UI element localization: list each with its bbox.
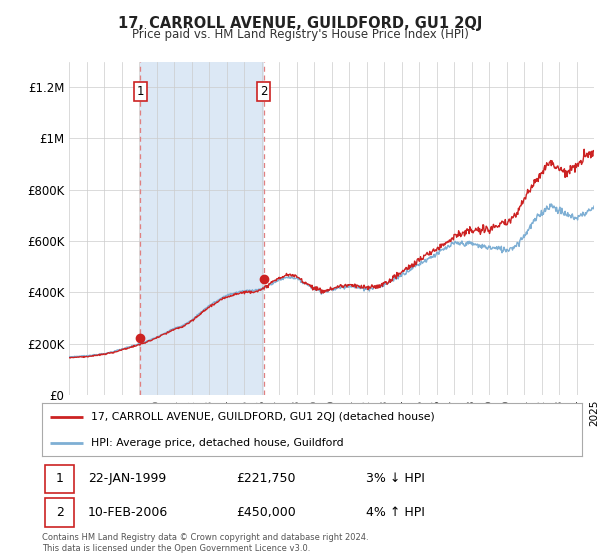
FancyBboxPatch shape <box>45 498 74 526</box>
Text: 10-FEB-2006: 10-FEB-2006 <box>88 506 168 519</box>
Text: Contains HM Land Registry data © Crown copyright and database right 2024.
This d: Contains HM Land Registry data © Crown c… <box>42 533 368 553</box>
Text: 2: 2 <box>56 506 64 519</box>
Text: 4% ↑ HPI: 4% ↑ HPI <box>366 506 425 519</box>
Text: £221,750: £221,750 <box>236 472 296 486</box>
Text: 1: 1 <box>56 472 64 486</box>
FancyBboxPatch shape <box>45 465 74 493</box>
Text: 2: 2 <box>260 85 268 97</box>
Text: £450,000: £450,000 <box>236 506 296 519</box>
Text: 1: 1 <box>137 85 144 97</box>
Text: HPI: Average price, detached house, Guildford: HPI: Average price, detached house, Guil… <box>91 437 343 447</box>
Text: Price paid vs. HM Land Registry's House Price Index (HPI): Price paid vs. HM Land Registry's House … <box>131 28 469 41</box>
Text: 3% ↓ HPI: 3% ↓ HPI <box>366 472 425 486</box>
Text: 17, CARROLL AVENUE, GUILDFORD, GU1 2QJ (detached house): 17, CARROLL AVENUE, GUILDFORD, GU1 2QJ (… <box>91 412 434 422</box>
Text: 17, CARROLL AVENUE, GUILDFORD, GU1 2QJ: 17, CARROLL AVENUE, GUILDFORD, GU1 2QJ <box>118 16 482 31</box>
Text: 22-JAN-1999: 22-JAN-1999 <box>88 472 166 486</box>
Bar <box>140 62 263 395</box>
